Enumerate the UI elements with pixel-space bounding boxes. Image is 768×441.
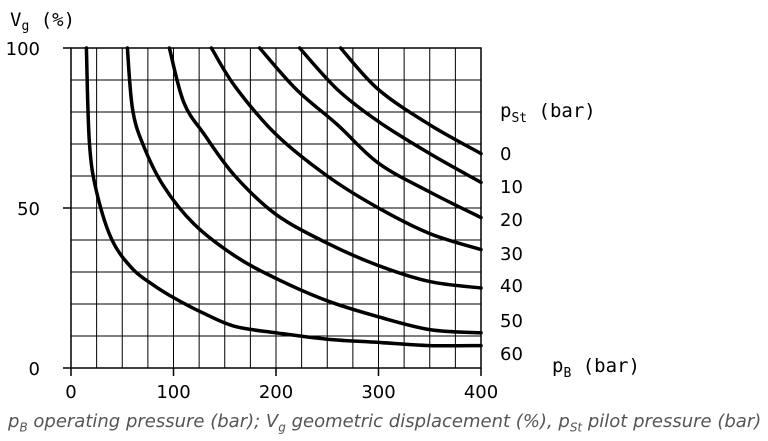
y-tick-label: 50 <box>17 199 40 220</box>
plot-frame <box>63 47 482 376</box>
series-label-50: 50 <box>500 311 523 332</box>
y-axis-label-main: V <box>10 9 21 31</box>
curve-pst-40 <box>167 46 483 290</box>
series-label-30: 30 <box>500 244 523 265</box>
caption-pst-sub: St <box>569 420 583 435</box>
legend-title-sub: St <box>511 111 527 126</box>
legend-title-main: p <box>500 100 511 122</box>
series-label-20: 20 <box>500 210 523 231</box>
x-tick-label: 200 <box>259 382 293 403</box>
curve-pst-50 <box>125 46 483 335</box>
curves <box>84 46 483 348</box>
caption-pb-sub: B <box>19 420 28 435</box>
caption-text-1: operating pressure (bar); V <box>27 411 279 432</box>
curve-pst-10 <box>297 46 483 185</box>
x-tick-label: 100 <box>156 382 190 403</box>
x-axis-label-rest: (bar) <box>571 355 640 377</box>
curve-pst-30 <box>209 46 483 252</box>
series-label-10: 10 <box>500 177 523 198</box>
caption-pb: p <box>8 411 20 432</box>
x-tick-label: 400 <box>464 382 498 403</box>
curve-pst-0 <box>338 46 483 156</box>
caption-text-3: pilot pressure (bar) <box>582 411 762 432</box>
y-tick-label: 0 <box>29 359 40 380</box>
caption-vg-sub: g <box>278 420 286 435</box>
series-label-40: 40 <box>500 276 523 297</box>
y-axis-label: Vg (%) <box>10 9 75 34</box>
y-axis-label-sub: g <box>21 19 29 34</box>
caption-text-2: geometric displacement (%), p <box>285 411 570 432</box>
series-label-60: 60 <box>500 344 523 365</box>
y-tick-label: 100 <box>6 39 40 60</box>
x-tick-label: 300 <box>361 382 395 403</box>
x-tick-label: 0 <box>65 382 76 403</box>
series-labels: 0 10 20 30 40 50 60 <box>500 144 523 365</box>
series-label-0: 0 <box>500 144 511 165</box>
legend-title-rest: (bar) <box>527 100 596 122</box>
legend-title: pSt (bar) <box>500 100 596 126</box>
x-axis-label: pB (bar) <box>552 355 640 381</box>
figure-caption: pB operating pressure (bar); Vg geometri… <box>8 411 768 435</box>
curve-pst-20 <box>257 46 483 220</box>
curve-pst-60 <box>84 46 483 348</box>
tick-labels: 0 100 200 300 400 0 50 100 <box>6 39 499 403</box>
x-axis-label-main: p <box>552 355 563 377</box>
x-axis-label-sub: B <box>563 366 571 381</box>
y-axis-label-rest: (%) <box>29 9 75 31</box>
